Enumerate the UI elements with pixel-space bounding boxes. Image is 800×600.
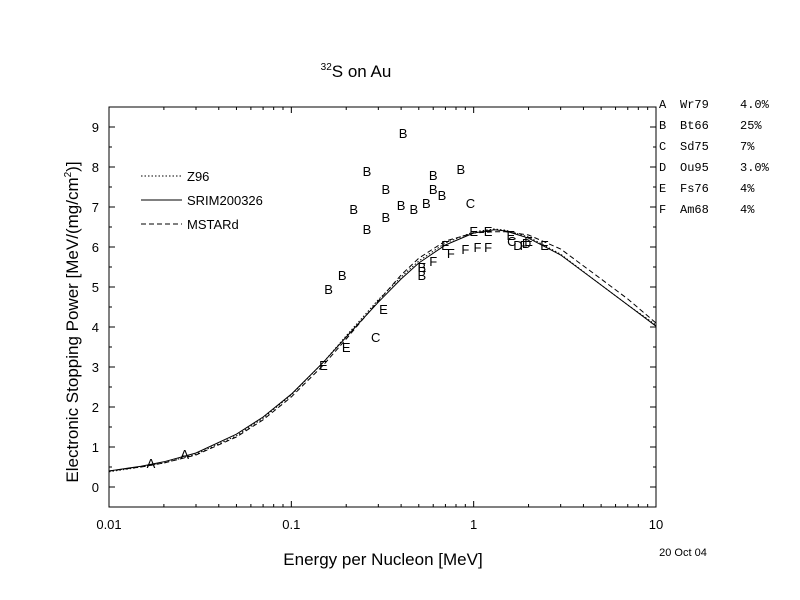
- y-axis-label-sup: 2: [63, 171, 74, 177]
- data-point-c: C: [507, 234, 516, 249]
- x-axis-label: Energy per Nucleon [MeV]: [283, 550, 482, 569]
- reference-error: 4.0%: [740, 98, 770, 112]
- data-point-b: B: [429, 168, 438, 183]
- reference-name: Wr79: [680, 98, 709, 112]
- legend-label: Z96: [187, 169, 209, 184]
- y-tick-label: 6: [92, 240, 99, 255]
- reference-error: 3.0%: [740, 161, 770, 175]
- reference-letter: B: [659, 119, 666, 133]
- reference-letter: D: [659, 161, 666, 175]
- data-point-e: E: [418, 260, 427, 275]
- data-point-d: D: [513, 238, 522, 253]
- data-point-b: B: [349, 202, 358, 217]
- data-point-b: B: [456, 162, 465, 177]
- data-point-e: E: [524, 234, 533, 249]
- reference-letter: C: [659, 140, 666, 154]
- plot-area: 0 1 2 3 4 5 6 7 8 9 0.01 0.1 1 10 Z96 SRIM200326 MSTARd A…: [92, 98, 770, 532]
- data-point-f: F: [520, 238, 528, 253]
- chart-title: 32S on Au: [321, 62, 392, 81]
- y-tick-label: 7: [92, 200, 99, 215]
- y-axis-label-main: Electronic Stopping Power [MeV/(mg/cm: [63, 177, 82, 482]
- data-point-f: F: [461, 242, 469, 257]
- reference-name: Am68: [680, 203, 709, 217]
- date-label: 20 Oct 04: [659, 547, 707, 559]
- legend-label: SRIM200326: [187, 193, 263, 208]
- reference-letter: A: [659, 98, 667, 112]
- data-point-e: E: [319, 358, 328, 373]
- data-point-b: B: [418, 260, 427, 275]
- y-tick-label: 2: [92, 400, 99, 415]
- data-point-a: A: [147, 456, 156, 471]
- y-tick-label: 9: [92, 120, 99, 135]
- data-point-b: B: [338, 268, 347, 283]
- data-point-b: B: [438, 188, 447, 203]
- y-tick-label: 8: [92, 160, 99, 175]
- data-point-b: B: [382, 210, 391, 225]
- data-point-e: E: [540, 238, 549, 253]
- data-point-b: B: [429, 182, 438, 197]
- x-tick-label: 0.01: [96, 517, 121, 532]
- data-point-f: F: [429, 254, 437, 269]
- data-point-a: A: [180, 447, 189, 462]
- y-tick-label: 1: [92, 440, 99, 455]
- data-point-b: B: [324, 282, 333, 297]
- legend-label: MSTARd: [187, 217, 239, 232]
- series-line-mstard: [108, 231, 657, 472]
- data-point-b: B: [363, 222, 372, 237]
- reference-letter: F: [659, 203, 666, 217]
- x-tick-label: 1: [470, 517, 477, 532]
- title-superscript: 32: [321, 62, 333, 73]
- y-axis-label-end: )]: [63, 161, 82, 171]
- data-point-f: F: [447, 246, 455, 261]
- y-axis-label: Electronic Stopping Power [MeV/(mg/cm2)]: [63, 161, 82, 482]
- data-point-e: E: [441, 238, 450, 253]
- x-tick-label: 10: [649, 517, 663, 532]
- data-point-b: B: [410, 202, 419, 217]
- data-point-c: C: [466, 196, 475, 211]
- reference-error: 7%: [740, 140, 755, 154]
- reference-error: 4%: [740, 182, 755, 196]
- data-point-b: B: [399, 126, 408, 141]
- data-point-e: E: [469, 224, 478, 239]
- y-tick-label: 0: [92, 480, 99, 495]
- data-point-e: E: [342, 340, 351, 355]
- data-point-b: B: [418, 268, 427, 283]
- y-tick-label: 5: [92, 280, 99, 295]
- reference-name: Bt66: [680, 119, 709, 133]
- series-line-srim200326: [108, 229, 657, 472]
- reference-error: 4%: [740, 203, 755, 217]
- reference-letter: E: [659, 182, 666, 196]
- reference-name: Fs76: [680, 182, 709, 196]
- data-point-c: C: [371, 330, 380, 345]
- reference-name: Sd75: [680, 140, 709, 154]
- data-point-b: B: [397, 198, 406, 213]
- data-point-e: E: [507, 228, 516, 243]
- data-point-b: B: [382, 182, 391, 197]
- y-tick-label: 3: [92, 360, 99, 375]
- data-point-e: E: [379, 302, 388, 317]
- y-tick-label: 4: [92, 320, 99, 335]
- x-tick-label: 0.1: [282, 517, 300, 532]
- data-point-f: F: [484, 240, 492, 255]
- data-point-b: B: [422, 196, 431, 211]
- data-point-b: B: [363, 164, 372, 179]
- title-main: S on Au: [332, 62, 392, 81]
- data-point-f: F: [474, 240, 482, 255]
- data-point-e: E: [484, 224, 493, 239]
- reference-error: 25%: [740, 119, 762, 133]
- series-line-z96: [108, 228, 657, 473]
- data-point-d: D: [522, 236, 531, 251]
- reference-name: Ou95: [680, 161, 709, 175]
